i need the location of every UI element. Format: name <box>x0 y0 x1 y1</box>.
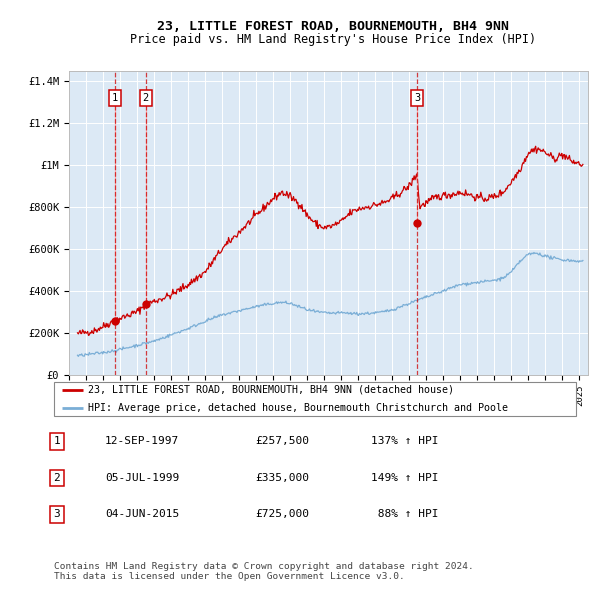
Text: 3: 3 <box>53 510 61 519</box>
Text: 23, LITTLE FOREST ROAD, BOURNEMOUTH, BH4 9NN (detached house): 23, LITTLE FOREST ROAD, BOURNEMOUTH, BH4… <box>88 385 454 395</box>
Text: 23, LITTLE FOREST ROAD, BOURNEMOUTH, BH4 9NN: 23, LITTLE FOREST ROAD, BOURNEMOUTH, BH4… <box>157 20 509 33</box>
Text: 2: 2 <box>142 93 149 103</box>
Text: Contains HM Land Registry data © Crown copyright and database right 2024.
This d: Contains HM Land Registry data © Crown c… <box>54 562 474 581</box>
Text: 1: 1 <box>53 437 61 446</box>
Text: £335,000: £335,000 <box>255 473 309 483</box>
Text: 05-JUL-1999: 05-JUL-1999 <box>105 473 179 483</box>
Text: £257,500: £257,500 <box>255 437 309 446</box>
Text: 2: 2 <box>53 473 61 483</box>
Text: 3: 3 <box>414 93 420 103</box>
Text: 149% ↑ HPI: 149% ↑ HPI <box>371 473 438 483</box>
Text: 1: 1 <box>112 93 118 103</box>
Text: Price paid vs. HM Land Registry's House Price Index (HPI): Price paid vs. HM Land Registry's House … <box>130 33 536 46</box>
Text: HPI: Average price, detached house, Bournemouth Christchurch and Poole: HPI: Average price, detached house, Bour… <box>88 403 508 413</box>
FancyBboxPatch shape <box>54 382 576 416</box>
Text: 12-SEP-1997: 12-SEP-1997 <box>105 437 179 446</box>
Text: 88% ↑ HPI: 88% ↑ HPI <box>371 510 438 519</box>
Text: 137% ↑ HPI: 137% ↑ HPI <box>371 437 438 446</box>
Text: £725,000: £725,000 <box>255 510 309 519</box>
Text: 04-JUN-2015: 04-JUN-2015 <box>105 510 179 519</box>
